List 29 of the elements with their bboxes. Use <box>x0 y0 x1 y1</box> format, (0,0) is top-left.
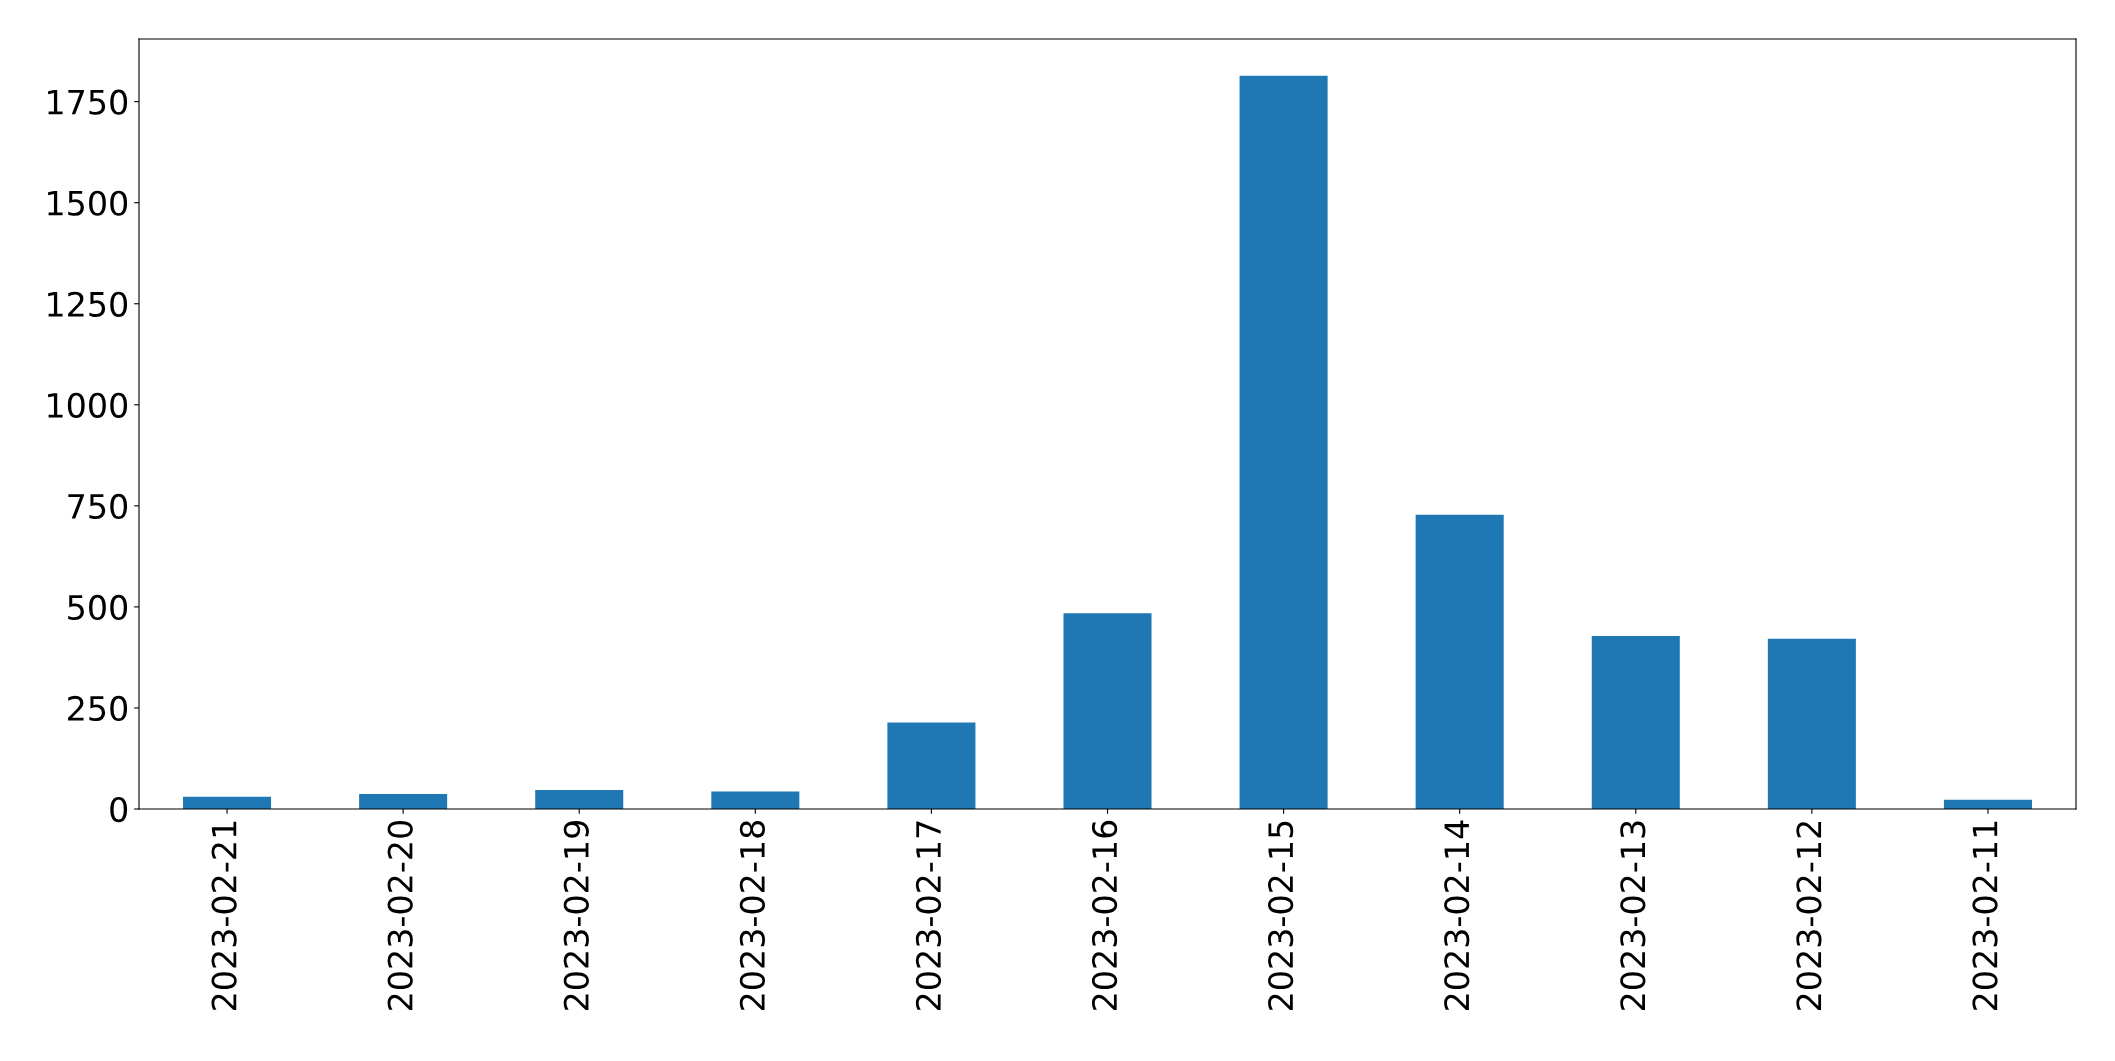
x-tick-label: 2023-02-17 <box>915 821 942 1010</box>
x-tick-label: 2023-02-16 <box>1091 820 1118 1010</box>
x-tick-label: 2023-02-14 <box>1444 820 1470 1010</box>
bar <box>1591 636 1680 809</box>
x-tick-label: 2023-02-19 <box>563 821 589 1010</box>
bar <box>359 794 448 809</box>
x-tick-label: 2023-02-15 <box>1268 821 1294 1010</box>
bar <box>183 796 272 809</box>
x-tick-label: 2023-02-20 <box>387 820 413 1010</box>
y-tick-label: 0 <box>110 796 128 823</box>
bar <box>711 791 800 809</box>
bar <box>887 722 976 809</box>
y-tick-label: 1250 <box>48 291 128 317</box>
y-tick-label: 500 <box>68 594 128 621</box>
x-tick-label: 2023-02-11 <box>1972 821 1998 1010</box>
y-tick-label: 1500 <box>48 190 128 216</box>
y-tick-label: 750 <box>68 493 128 519</box>
bar <box>1063 613 1152 809</box>
x-tick-label: 2023-02-21 <box>211 821 237 1010</box>
x-tick-label: 2023-02-13 <box>1620 821 1646 1010</box>
x-tick-label: 2023-02-18 <box>739 821 765 1010</box>
bar <box>535 790 624 809</box>
y-tick-label: 1750 <box>48 89 128 115</box>
y-tick-label: 250 <box>68 695 128 722</box>
bar <box>1239 75 1328 809</box>
y-tick-label: 1000 <box>48 392 128 418</box>
x-tick-label: 2023-02-12 <box>1796 822 1822 1010</box>
bar <box>1415 514 1504 809</box>
bar <box>1767 638 1856 809</box>
